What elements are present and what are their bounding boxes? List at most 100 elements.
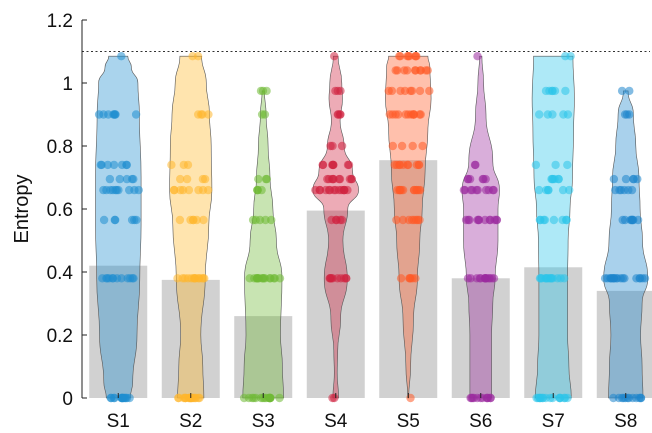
point-s8 (629, 215, 638, 225)
point-s7 (536, 274, 545, 283)
point-s4 (323, 174, 332, 184)
point-s1 (99, 110, 108, 119)
point-s1 (122, 160, 131, 170)
x-tick-label-s4: S4 (324, 411, 348, 432)
point-s4 (328, 160, 337, 170)
x-tick-label-s7: S7 (542, 411, 565, 432)
point-s1 (96, 160, 106, 170)
point-s2 (198, 174, 208, 184)
point-s7 (560, 274, 569, 283)
point-s7 (549, 215, 559, 225)
point-s1 (120, 393, 130, 403)
point-s7 (540, 215, 550, 225)
point-s2 (198, 185, 208, 195)
point-s5 (413, 215, 423, 225)
point-s2 (174, 393, 183, 403)
point-s1 (107, 393, 116, 403)
point-s5 (408, 274, 417, 283)
violin-s3 (242, 90, 284, 399)
point-s6 (482, 393, 491, 403)
point-s1 (103, 160, 113, 170)
point-s2 (182, 174, 192, 184)
bar-s4 (306, 210, 365, 398)
violins-layer (95, 55, 649, 399)
point-s5 (397, 141, 407, 151)
point-s5 (400, 86, 410, 96)
point-s2 (189, 215, 198, 225)
point-s6 (461, 215, 471, 225)
point-s8 (621, 174, 631, 184)
point-s4 (336, 274, 345, 283)
point-s3 (269, 274, 279, 283)
point-s2 (170, 185, 179, 195)
point-s5 (396, 274, 406, 283)
bar-s3 (234, 316, 293, 398)
point-s8 (617, 86, 627, 96)
y-tick-label: 0 (62, 389, 73, 410)
point-s5 (395, 185, 404, 195)
point-s5 (395, 52, 404, 61)
point-s5 (403, 160, 413, 170)
point-s2 (200, 274, 209, 283)
violin-s5 (385, 55, 432, 399)
y-tick-label: 0.4 (47, 263, 74, 284)
point-s7 (544, 185, 553, 195)
point-s5 (388, 141, 397, 151)
violin-s8 (603, 90, 649, 399)
point-s1 (117, 52, 126, 61)
point-s3 (275, 393, 284, 403)
point-s7 (550, 174, 559, 184)
point-s1 (122, 174, 132, 184)
point-s6 (463, 274, 473, 283)
point-s4 (335, 174, 345, 184)
point-s7 (538, 393, 548, 403)
point-s7 (535, 110, 544, 119)
point-s8 (614, 393, 624, 403)
point-s2 (173, 274, 182, 283)
point-s8 (629, 174, 638, 184)
point-s3 (265, 393, 275, 403)
point-s4 (327, 274, 336, 283)
y-tick-label: 0.2 (47, 326, 73, 347)
point-s5 (406, 393, 415, 403)
point-s4 (336, 86, 345, 96)
point-s2 (178, 185, 188, 195)
point-s5 (401, 110, 410, 119)
point-s1 (98, 274, 107, 283)
point-s4 (344, 160, 354, 170)
point-s8 (636, 393, 646, 403)
point-s8 (622, 110, 632, 119)
point-s8 (628, 393, 637, 403)
point-s8 (632, 274, 641, 283)
point-s3 (258, 274, 267, 283)
point-s1 (115, 174, 125, 184)
point-s1 (130, 185, 139, 195)
point-s7 (562, 215, 571, 225)
point-s3 (247, 393, 257, 403)
point-s2 (176, 174, 185, 184)
point-s7 (563, 160, 572, 170)
point-s5 (402, 66, 412, 75)
point-s2 (193, 52, 203, 61)
point-s7 (545, 86, 554, 96)
point-s3 (248, 215, 258, 225)
point-s5 (384, 86, 393, 96)
point-s7 (560, 393, 569, 403)
point-s1 (109, 160, 119, 170)
y-tick-label: 0.6 (47, 200, 73, 221)
point-s1 (111, 185, 120, 195)
point-s5 (412, 160, 422, 170)
point-s7 (547, 274, 556, 283)
point-s3 (262, 86, 271, 96)
point-s7 (548, 110, 557, 119)
y-axis-label: Entropy (11, 175, 33, 244)
point-s7 (561, 86, 570, 96)
point-s6 (481, 174, 490, 184)
point-s6 (468, 393, 477, 403)
point-s8 (620, 185, 629, 195)
y-tick-label: 1.2 (47, 11, 73, 32)
point-s1 (108, 274, 118, 283)
violin-s1 (95, 55, 142, 399)
point-s1 (131, 110, 141, 119)
